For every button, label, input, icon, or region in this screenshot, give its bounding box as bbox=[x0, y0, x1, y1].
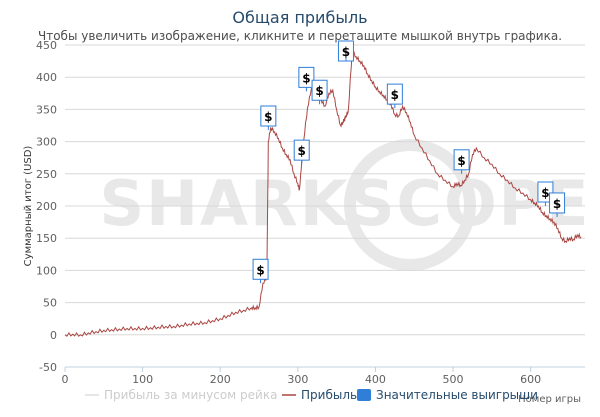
x-tick-label: 500 bbox=[443, 373, 464, 386]
legend-item[interactable]: Значительные выигрыши bbox=[357, 388, 538, 402]
y-tick-label: 250 bbox=[36, 168, 57, 181]
big-win-label: $ bbox=[315, 84, 323, 98]
x-axis-title: Номер игры bbox=[518, 394, 581, 405]
big-win-marker[interactable]: $ bbox=[386, 83, 403, 109]
x-tick-label: 600 bbox=[520, 373, 541, 386]
y-tick-label: -50 bbox=[39, 361, 57, 374]
legend-label: Прибыль за минусом рейка bbox=[104, 388, 277, 402]
big-win-marker[interactable]: $ bbox=[260, 105, 277, 131]
y-tick-label: 0 bbox=[50, 329, 57, 342]
big-win-marker[interactable]: $ bbox=[293, 139, 310, 165]
legend-label: Значительные выигрыши bbox=[376, 388, 538, 402]
big-win-marker[interactable]: $ bbox=[252, 258, 269, 284]
big-win-label: $ bbox=[298, 144, 306, 158]
chart-subtitle: Чтобы увеличить изображение, кликните и … bbox=[37, 29, 563, 43]
legend-item[interactable]: Прибыль за минусом рейка bbox=[85, 388, 277, 402]
y-tick-label: 300 bbox=[36, 136, 57, 149]
y-tick-label: 200 bbox=[36, 200, 57, 213]
watermark-text: SHARKSCOPE bbox=[100, 167, 591, 240]
legend-square-symbol bbox=[357, 389, 371, 401]
big-win-label: $ bbox=[302, 71, 310, 85]
x-tick-label: 100 bbox=[132, 373, 153, 386]
big-win-label: $ bbox=[264, 110, 272, 124]
x-tick-label: 0 bbox=[62, 373, 69, 386]
y-tick-label: 150 bbox=[36, 232, 57, 245]
big-win-marker[interactable]: $ bbox=[298, 66, 315, 92]
legend-label: Прибыль bbox=[301, 388, 357, 402]
y-tick-label: 100 bbox=[36, 264, 57, 277]
big-win-label: $ bbox=[342, 45, 350, 59]
big-win-label: $ bbox=[457, 154, 465, 168]
y-tick-label: 350 bbox=[36, 103, 57, 116]
y-tick-label: 50 bbox=[43, 297, 57, 310]
chart-title: Общая прибыль bbox=[232, 8, 368, 27]
x-tick-label: 400 bbox=[365, 373, 386, 386]
big-win-marker[interactable]: $ bbox=[311, 79, 328, 105]
profit-series-line[interactable] bbox=[64, 50, 582, 337]
big-win-label: $ bbox=[256, 263, 264, 277]
big-win-marker[interactable]: $ bbox=[549, 192, 566, 217]
x-tick-label: 300 bbox=[287, 373, 308, 386]
y-tick-label: 400 bbox=[36, 71, 57, 84]
legend-item[interactable]: Прибыль bbox=[282, 388, 357, 402]
big-win-label: $ bbox=[391, 88, 399, 102]
big-win-marker[interactable]: $ bbox=[337, 40, 354, 62]
big-win-label: $ bbox=[553, 197, 561, 211]
big-win-label: $ bbox=[541, 186, 549, 200]
y-axis-title: Суммарный итог (USD) bbox=[23, 146, 34, 267]
big-win-marker[interactable]: $ bbox=[453, 149, 470, 174]
watermark-scope-icon bbox=[344, 139, 476, 271]
y-tick-label: 450 bbox=[36, 39, 57, 52]
x-tick-label: 200 bbox=[210, 373, 231, 386]
